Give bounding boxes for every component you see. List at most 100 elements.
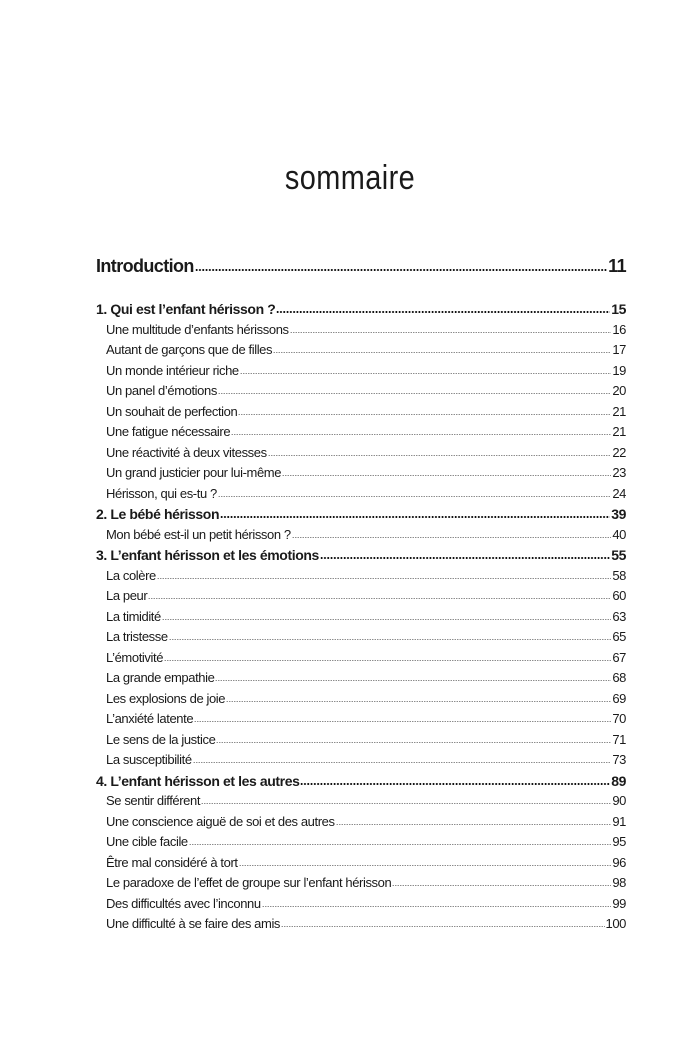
toc-entry[interactable]: Un souhait de perfection 21: [96, 402, 626, 423]
toc-entry[interactable]: La grande empathie 68: [96, 668, 626, 689]
toc-entry-label: La timidité: [106, 608, 161, 624]
toc-entry-page: 19: [612, 362, 626, 378]
dot-leader: [148, 598, 612, 600]
toc-entry[interactable]: La timidité 63: [96, 607, 626, 628]
toc-entry-page: 99: [612, 895, 626, 911]
toc-entry[interactable]: Une difficulté à se faire des amis 100: [96, 914, 626, 935]
toc-chapter[interactable]: 1. Qui est l’enfant hérisson ? 15: [96, 299, 626, 320]
toc-entry[interactable]: La peur 60: [96, 586, 626, 607]
toc-entry[interactable]: Des difficultés avec l’inconnu 99: [96, 894, 626, 915]
toc-entry[interactable]: Se sentir différent 90: [96, 791, 626, 812]
toc-entry-label: L’anxiété latente: [106, 711, 194, 727]
dot-leader: [319, 557, 611, 560]
toc-entry-label: Se sentir différent: [106, 793, 201, 809]
dot-leader: [156, 577, 612, 579]
toc-entry[interactable]: Mon bébé est-il un petit hérisson ? 40: [96, 525, 626, 546]
toc-entry[interactable]: Être mal considéré à tort 96: [96, 853, 626, 874]
toc-entry-page: 16: [612, 321, 626, 337]
toc-entry-label: 1. Qui est l’enfant hérisson ?: [96, 301, 276, 317]
toc-entry-page: 55: [611, 547, 626, 564]
toc-entry-label: 2. Le bébé hérisson: [96, 506, 220, 523]
toc-entry-label: La peur: [106, 588, 148, 604]
toc-entry-label: La colère: [106, 567, 156, 583]
toc-entry-introduction[interactable]: Introduction 11: [96, 256, 627, 277]
toc-entry[interactable]: La susceptibilité 73: [96, 750, 626, 771]
dot-leader: [291, 536, 612, 538]
toc-entry-label: Une réactivité à deux vitesses: [106, 444, 267, 460]
toc-entry-page: 71: [612, 731, 626, 747]
dot-leader: [164, 659, 612, 661]
toc-entry-label: Le sens de la justice: [106, 731, 216, 747]
toc-chapter[interactable]: 3. L’enfant hérisson et les émotions 55: [96, 545, 626, 566]
toc-entry[interactable]: Autant de garçons que de filles 17: [96, 340, 626, 361]
toc-entry[interactable]: Une fatigue nécessaire 21: [96, 422, 626, 443]
toc-entry-label: L’émotivité: [106, 649, 164, 665]
toc-chapter[interactable]: 4. L’enfant hérisson et les autres 89: [96, 771, 626, 792]
dot-leader: [216, 741, 612, 743]
toc-entry[interactable]: L’anxiété latente 70: [96, 709, 626, 730]
dot-leader: [201, 803, 612, 805]
toc-entry-label: Une multitude d’enfants hérissons: [106, 321, 289, 337]
dot-leader: [282, 475, 612, 477]
toc-entry-label: La susceptibilité: [106, 752, 192, 768]
toc-entry-page: 65: [612, 629, 626, 645]
dot-leader: [226, 700, 612, 702]
toc-entry-label: Être mal considéré à tort: [106, 854, 238, 870]
toc-entry[interactable]: Le sens de la justice 71: [96, 730, 626, 751]
toc-entry-label: La tristesse: [106, 629, 168, 645]
toc-entry-page: 90: [612, 793, 626, 809]
toc-entry-label: Le paradoxe de l’effet de groupe sur l’e…: [106, 875, 392, 891]
dot-leader: [194, 269, 608, 271]
dot-leader: [335, 823, 612, 825]
toc-entry[interactable]: Un panel d’émotions 20: [96, 381, 626, 402]
toc-entry[interactable]: Le paradoxe de l’effet de groupe sur l’e…: [96, 873, 626, 894]
toc-entry-label: Les explosions de joie: [106, 690, 226, 706]
toc-entry[interactable]: L’émotivité 67: [96, 648, 626, 669]
toc-entry-page: 23: [612, 465, 626, 481]
toc-entry-page: 89: [611, 772, 626, 789]
dot-leader: [300, 782, 611, 785]
toc-entry-page: 15: [611, 301, 626, 317]
toc-entry-label: Un monde intérieur riche: [106, 362, 239, 378]
toc-entry[interactable]: Une cible facile 95: [96, 832, 626, 853]
toc-entry[interactable]: Une réactivité à deux vitesses 22: [96, 443, 626, 464]
toc-entry-page: 96: [612, 854, 626, 870]
toc-entry[interactable]: La tristesse 65: [96, 627, 626, 648]
toc-entry-page: 40: [612, 526, 626, 542]
toc-entry-label: 3. L’enfant hérisson et les émotions: [96, 547, 319, 564]
toc-entry-label: Une fatigue nécessaire: [106, 424, 231, 440]
dot-leader: [215, 680, 612, 682]
toc-entry-page: 60: [612, 588, 626, 604]
toc-entry-page: 11: [608, 256, 626, 276]
dot-leader: [231, 434, 612, 436]
toc-entry[interactable]: Un grand justicier pour lui-même 23: [96, 463, 626, 484]
toc-entry-label: Un panel d’émotions: [106, 383, 217, 399]
toc-entry-page: 69: [612, 690, 626, 706]
toc-entry[interactable]: Un monde intérieur riche 19: [96, 361, 626, 382]
toc-entry[interactable]: La colère 58: [96, 566, 626, 587]
dot-leader: [239, 372, 612, 374]
dot-leader: [276, 311, 611, 313]
toc-entry-label: Introduction: [96, 256, 194, 276]
toc-entry-page: 17: [612, 342, 626, 358]
toc-entry-page: 22: [612, 444, 626, 460]
toc-entry-page: 20: [612, 383, 626, 399]
toc-entry-page: 39: [611, 506, 626, 523]
toc-entry[interactable]: Une conscience aiguë de soi et des autre…: [96, 812, 626, 833]
toc-entry-page: 91: [612, 813, 626, 829]
toc-entry-page: 67: [612, 649, 626, 665]
toc-entry[interactable]: Une multitude d’enfants hérissons 16: [96, 320, 626, 341]
toc-entry-label: Un grand justicier pour lui-même: [106, 465, 282, 481]
dot-leader: [289, 331, 612, 333]
toc-entry[interactable]: Les explosions de joie 69: [96, 689, 626, 710]
toc-entry-label: Des difficultés avec l’inconnu: [106, 895, 261, 911]
dot-leader: [168, 639, 612, 641]
toc-entry-page: 58: [612, 567, 626, 583]
toc-entry-page: 21: [612, 403, 626, 419]
toc-entry-label: Mon bébé est-il un petit hérisson ?: [106, 526, 291, 542]
toc-entry[interactable]: Hérisson, qui es-tu ? 24: [96, 484, 626, 505]
dot-leader: [281, 926, 605, 928]
toc-entry-label: Hérisson, qui es-tu ?: [106, 485, 217, 501]
dot-leader: [392, 885, 612, 887]
toc-chapter[interactable]: 2. Le bébé hérisson 39: [96, 504, 626, 525]
